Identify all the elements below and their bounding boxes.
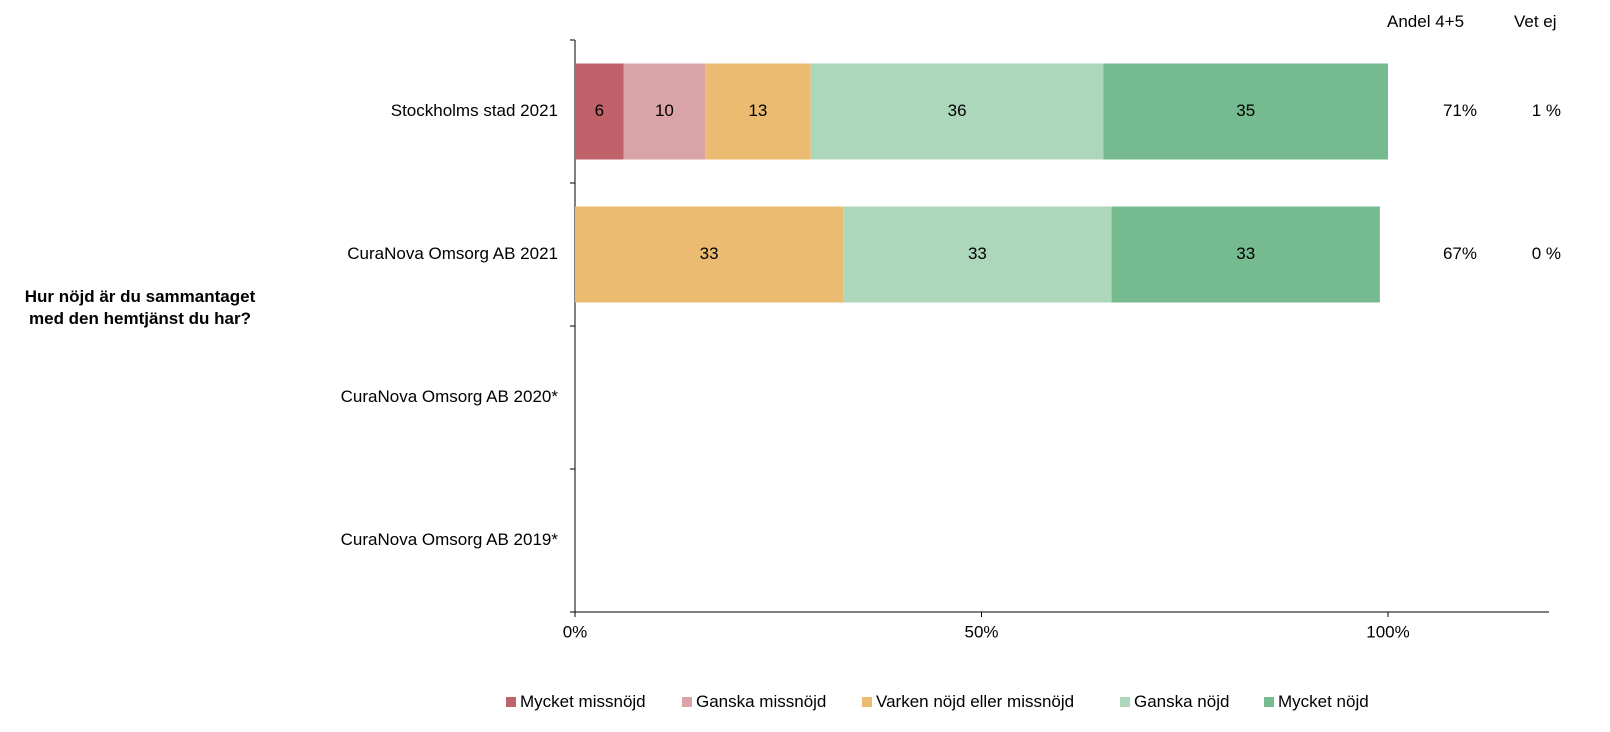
bar-value-label: 33	[700, 244, 719, 263]
legend-item: Varken nöjd eller missnöjd	[862, 692, 1074, 712]
dont-know-value: 1 %	[1532, 101, 1561, 120]
bar-value-label: 36	[948, 101, 967, 120]
bar-segment	[575, 63, 624, 160]
bar-segment	[1111, 206, 1380, 303]
legend-item: Ganska missnöjd	[682, 692, 826, 712]
x-tick-label: 0%	[563, 622, 588, 641]
legend-label: Varken nöjd eller missnöjd	[876, 692, 1075, 711]
bar-segment	[843, 206, 1112, 303]
category-label: CuraNova Omsorg AB 2020*	[341, 387, 559, 406]
bar-segment	[705, 63, 811, 160]
bar-value-label: 33	[968, 244, 987, 263]
legend-label: Ganska missnöjd	[696, 692, 827, 711]
question-label: Hur nöjd är du sammantaget med den hemtj…	[24, 287, 256, 328]
bar-value-label: 33	[1236, 244, 1255, 263]
legend-swatch	[1120, 697, 1130, 707]
bar-value-label: 13	[748, 101, 767, 120]
legend: Mycket missnöjd Ganska missnöjd Varken nöj…	[0, 692, 1610, 716]
bar-value-label: 35	[1236, 101, 1255, 120]
legend-label: Mycket nöjd	[1278, 692, 1369, 711]
legend-label: Mycket missnöjd	[520, 692, 646, 711]
x-tick-label: 50%	[964, 622, 998, 641]
legend-swatch	[1264, 697, 1274, 707]
bar-value-label: 10	[655, 101, 674, 120]
header-dont-know: Vet ej	[1514, 12, 1557, 31]
legend-swatch	[506, 697, 516, 707]
legend-swatch	[862, 697, 872, 707]
share-4-5-value: 71%	[1443, 101, 1477, 120]
share-4-5-value: 67%	[1443, 244, 1477, 263]
legend-swatch	[682, 697, 692, 707]
bar-segment	[810, 63, 1104, 160]
category-label: Stockholms stad 2021	[391, 101, 558, 120]
bar-segment	[623, 63, 706, 160]
bar-segment	[575, 206, 844, 303]
bar-segment	[1103, 63, 1388, 160]
legend-label: Ganska nöjd	[1134, 692, 1230, 711]
bar-value-label: 6	[595, 101, 604, 120]
dont-know-value: 0 %	[1532, 244, 1561, 263]
header-share: Andel 4+5	[1387, 12, 1465, 31]
legend-item: Mycket nöjd	[1264, 692, 1369, 712]
x-tick-label: 100%	[1366, 622, 1409, 641]
category-label: CuraNova Omsorg AB 2019*	[341, 530, 559, 549]
legend-item: Ganska nöjd	[1120, 692, 1229, 712]
category-label: CuraNova Omsorg AB 2021	[347, 244, 558, 263]
legend-item: Mycket missnöjd	[506, 692, 646, 712]
